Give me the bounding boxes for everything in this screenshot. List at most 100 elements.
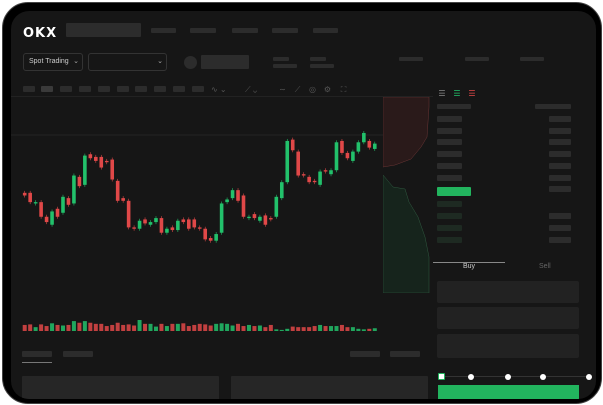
volume-bar — [290, 326, 295, 331]
draw-tool-icon[interactable]: ⟋ ⌄ — [245, 85, 258, 94]
orderbook-view-bids-icon[interactable]: ☰ — [453, 89, 461, 98]
ask-price — [437, 162, 462, 169]
candle — [104, 160, 109, 163]
slider-track[interactable] — [441, 376, 589, 377]
candle — [252, 214, 257, 219]
volume-bar — [263, 327, 268, 331]
candle — [165, 228, 169, 233]
timeframe-button[interactable] — [192, 86, 204, 92]
stat-label — [273, 57, 289, 61]
price-input[interactable] — [437, 281, 579, 303]
volume-bar — [104, 326, 109, 331]
candle — [187, 219, 191, 229]
market-type-dropdown[interactable]: Spot Trading ⌄ — [23, 53, 83, 71]
amount-input[interactable] — [437, 307, 579, 329]
volume-bar — [77, 322, 82, 331]
volume-bar — [307, 327, 312, 331]
slider-step-50[interactable] — [505, 374, 511, 380]
candle — [121, 198, 125, 201]
candle — [61, 196, 65, 213]
volume-bar — [367, 328, 372, 331]
orderbook-view-all-icon[interactable]: ☰ — [438, 89, 446, 98]
tab-order-history[interactable] — [63, 351, 93, 357]
candle — [50, 211, 54, 225]
fullscreen-icon[interactable]: ⛶ — [340, 85, 347, 94]
orderbook-view-asks-icon[interactable]: ☰ — [468, 89, 476, 98]
volume-bar — [285, 328, 290, 331]
candle — [214, 234, 218, 241]
timeframe-button[interactable] — [117, 86, 129, 92]
last-price — [437, 187, 471, 196]
ask-price — [437, 116, 462, 122]
bid-price — [437, 213, 462, 219]
volume-bar — [274, 329, 279, 331]
timeframe-button[interactable] — [135, 86, 147, 92]
nav-item[interactable] — [190, 28, 216, 33]
filter-button[interactable] — [350, 351, 380, 357]
candle — [318, 171, 322, 185]
candle — [367, 140, 372, 148]
candle-type-icon[interactable]: ∿ ⌄ — [211, 85, 227, 94]
candle — [285, 140, 290, 183]
indicator-icon[interactable]: ∼ — [279, 85, 286, 94]
candle — [110, 159, 115, 180]
candle — [208, 238, 213, 241]
filter-button[interactable] — [390, 351, 420, 357]
slider-step-75[interactable] — [540, 374, 546, 380]
candle — [55, 208, 60, 217]
candle — [88, 154, 93, 159]
volume-bar — [39, 324, 44, 331]
timeframe-button[interactable] — [79, 86, 91, 92]
timeframe-button[interactable] — [173, 86, 185, 92]
candle — [83, 155, 87, 185]
candle — [329, 170, 333, 175]
candle — [241, 195, 246, 217]
slider-step-25[interactable] — [468, 374, 474, 380]
volume-bar — [181, 323, 186, 331]
candle — [236, 190, 240, 201]
stat-value — [273, 64, 297, 68]
search-bar[interactable] — [66, 23, 141, 37]
timeframe-button[interactable] — [41, 86, 53, 92]
nav-item[interactable] — [151, 28, 176, 33]
tab-buy[interactable]: Buy — [463, 263, 476, 270]
volume-bar — [93, 323, 98, 331]
nav-item[interactable] — [232, 28, 258, 33]
slider-step-100[interactable] — [586, 374, 592, 380]
volume-bar — [164, 326, 169, 331]
candle — [225, 199, 229, 203]
nav-item[interactable] — [272, 28, 298, 33]
camera-icon[interactable]: ◎ — [309, 85, 316, 94]
volume-bar — [22, 324, 27, 331]
pair-dropdown[interactable]: ⌄ — [88, 53, 167, 71]
timeframe-button[interactable] — [98, 86, 110, 92]
pair-price — [201, 55, 249, 69]
candle — [176, 220, 180, 231]
volume-bar — [148, 323, 153, 331]
timeframe-button[interactable] — [154, 86, 166, 92]
buy-button[interactable] — [438, 385, 579, 399]
tab-sell[interactable]: Sell — [539, 263, 551, 270]
timeframe-button[interactable] — [23, 86, 35, 92]
slider-handle[interactable] — [438, 373, 445, 380]
volume-bar — [55, 324, 60, 331]
total-input[interactable] — [437, 334, 579, 358]
depth-chart — [383, 97, 430, 293]
volume-bar — [110, 324, 115, 331]
ruler-icon[interactable]: ⟋ — [294, 85, 301, 94]
candlestick-chart[interactable] — [11, 97, 433, 337]
volume-bar — [121, 324, 126, 331]
volume-bar — [143, 323, 148, 331]
settings-icon[interactable]: ⚙ — [323, 85, 332, 94]
tab-open-orders[interactable] — [22, 351, 52, 357]
volume-bar — [88, 322, 93, 331]
volume-bar — [241, 326, 246, 331]
nav-item[interactable] — [313, 28, 338, 33]
volume-bar — [214, 323, 219, 331]
volume-bar — [225, 323, 230, 331]
timeframe-button[interactable] — [60, 86, 72, 92]
candle — [126, 200, 131, 228]
bid-size — [549, 213, 571, 219]
candle — [230, 190, 235, 199]
